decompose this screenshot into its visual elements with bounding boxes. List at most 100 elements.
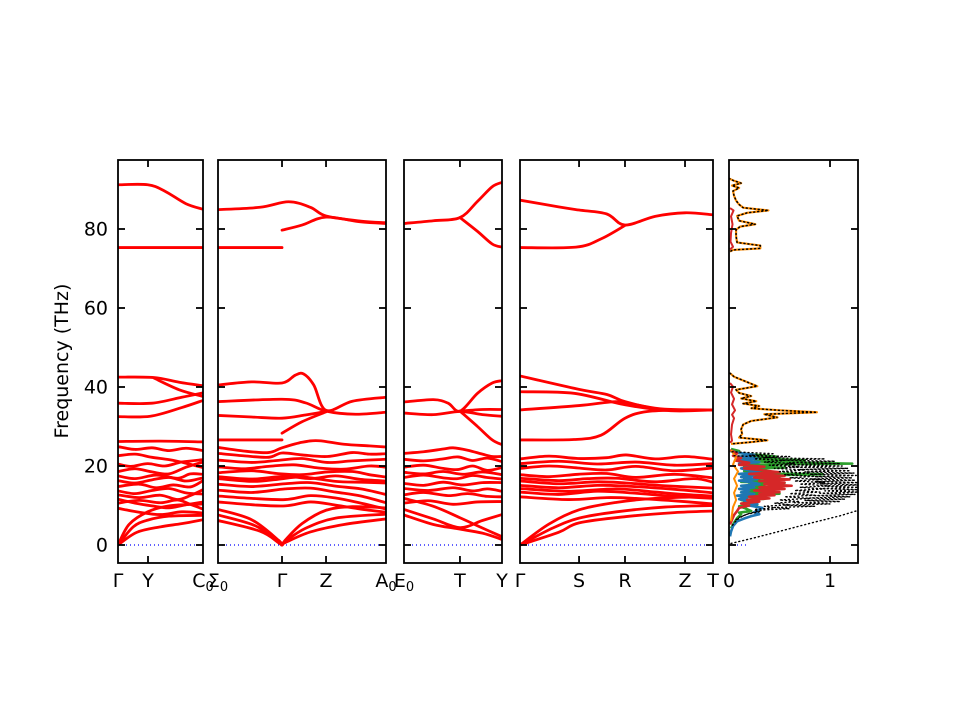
band-line — [280, 215, 386, 232]
band-line — [118, 182, 203, 211]
dos-curve-orange-high-dotted-overlay — [729, 177, 769, 253]
band-line — [520, 495, 713, 547]
band-line — [404, 499, 502, 506]
band-line — [458, 409, 502, 447]
band-line — [218, 475, 386, 485]
band-line — [520, 483, 713, 495]
band-line — [118, 460, 203, 476]
band-line — [520, 471, 713, 480]
band-line — [218, 200, 386, 225]
x-tick-label: 0 — [723, 570, 735, 592]
band-line — [118, 452, 203, 469]
band-line — [218, 494, 386, 511]
y-tick-label: 60 — [84, 298, 108, 320]
x-tick-label: R — [618, 570, 631, 592]
band-line — [280, 410, 328, 435]
x-tick-label: 1 — [824, 570, 836, 592]
band-line — [520, 476, 713, 484]
band-line — [118, 488, 203, 501]
band-line — [218, 451, 386, 459]
x-tick-label: C0 — [192, 570, 214, 595]
dos-curve-red-mid — [729, 382, 737, 444]
y-tick-label: 40 — [84, 377, 108, 399]
band-line — [118, 518, 203, 547]
band-line — [218, 517, 386, 547]
band-line — [218, 410, 328, 420]
band-line — [520, 408, 713, 442]
panel-content-0 — [118, 182, 203, 547]
band-line — [520, 487, 713, 498]
x-tick-label: Σ0 — [208, 570, 228, 595]
band-line — [118, 458, 203, 468]
band-line — [118, 506, 203, 516]
band-line — [520, 464, 713, 473]
band-line — [520, 489, 713, 500]
x-tick-label: Γ — [515, 570, 526, 592]
dos-curve-orange-mid — [729, 372, 818, 445]
band-line — [218, 371, 386, 413]
x-tick-label: T — [453, 570, 466, 592]
x-tick-label: S — [573, 570, 585, 592]
x-tick-label: Y — [141, 570, 154, 592]
band-line — [404, 486, 502, 493]
band-line — [404, 446, 502, 459]
band-line — [404, 508, 502, 530]
x-tick-label: Y — [495, 570, 508, 592]
band-line — [218, 463, 386, 471]
band-line — [520, 198, 713, 227]
panel-content-3 — [520, 198, 713, 547]
y-tick-label: 80 — [84, 219, 108, 241]
x-tick-label: Γ — [113, 570, 124, 592]
band-line — [218, 397, 386, 416]
dos-curve-orange-mid-dotted-overlay — [729, 372, 817, 445]
dos-curve-black-total-1 — [730, 451, 858, 529]
band-line — [118, 375, 203, 388]
x-tick-label: E0 — [394, 570, 414, 595]
band-line — [520, 479, 713, 490]
band-line — [118, 445, 203, 452]
band-line — [118, 391, 203, 406]
band-line — [520, 224, 627, 250]
dos-curve-orange-high — [729, 177, 770, 253]
panel-content-1 — [218, 200, 386, 547]
x-tick-label: A0 — [375, 570, 396, 595]
y-axis-label: Frequency (THz) — [51, 284, 73, 439]
band-line — [118, 502, 203, 547]
panel-border — [403, 159, 503, 564]
band-line — [520, 459, 713, 467]
band-line — [118, 439, 203, 444]
band-line — [458, 216, 502, 249]
band-line — [118, 399, 203, 419]
band-line — [118, 479, 203, 490]
dos-curve-orange-low — [730, 449, 740, 522]
y-tick-label: 20 — [84, 456, 108, 478]
band-line — [404, 473, 502, 481]
band-line — [404, 379, 502, 413]
band-line — [404, 496, 502, 539]
panel-border — [117, 159, 204, 564]
y-tick-label: 0 — [96, 535, 108, 557]
dos-curve-black-total-2 — [733, 455, 831, 522]
band-line — [520, 453, 713, 461]
band-line — [404, 410, 502, 418]
band-line — [118, 513, 203, 547]
panel-content-2 — [404, 180, 502, 546]
band-line — [218, 457, 386, 464]
band-line — [218, 469, 386, 479]
band-line — [218, 486, 386, 505]
band-line — [218, 512, 386, 547]
panel-content-4 — [729, 177, 858, 546]
band-line — [404, 491, 502, 499]
panel-border — [217, 159, 387, 564]
band-line — [118, 487, 203, 496]
band-line — [404, 463, 502, 472]
dos-curve-red-low — [729, 449, 793, 525]
panel-border — [728, 159, 859, 564]
band-line — [404, 480, 502, 487]
band-line — [218, 481, 386, 496]
x-tick-label: T — [706, 570, 719, 592]
band-line — [404, 513, 502, 541]
